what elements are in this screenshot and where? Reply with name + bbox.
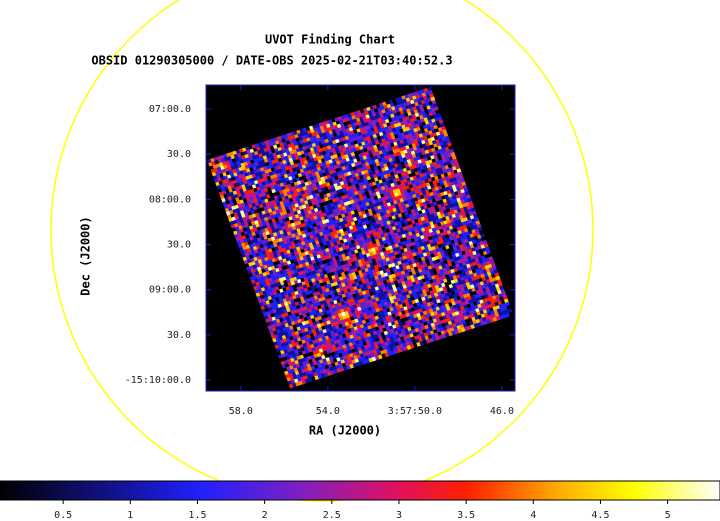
region-circle bbox=[50, 0, 594, 502]
colorbar-tick-label: 2.5 bbox=[323, 510, 341, 521]
colorbar-tick-label: 4 bbox=[530, 510, 536, 521]
chart-subtitle: OBSID 01290305000 / DATE-OBS 2025-02-21T… bbox=[91, 54, 452, 68]
y-tick-label: 09:00.0 bbox=[149, 285, 191, 296]
y-tick-label: 08:00.0 bbox=[149, 194, 191, 205]
colorbar-tick-label: 3.5 bbox=[457, 510, 475, 521]
y-tick-label: 07:00.0 bbox=[149, 104, 191, 115]
colorbar-tick-label: 1 bbox=[127, 510, 133, 521]
colorbar-tick-label: 0.5 bbox=[54, 510, 72, 521]
y-tick-label: 30.0 bbox=[167, 240, 191, 251]
colorbar-tick-label: 3 bbox=[396, 510, 402, 521]
colorbar bbox=[0, 480, 720, 501]
pixel-grid bbox=[207, 86, 514, 389]
sky-image bbox=[207, 86, 514, 389]
x-tick-label: 3:57:50.0 bbox=[388, 406, 442, 417]
x-tick-label: 54.0 bbox=[316, 406, 340, 417]
x-axis-label: RA (J2000) bbox=[309, 424, 381, 438]
colorbar-tick-label: 2 bbox=[262, 510, 268, 521]
y-tick-label: -15:10:00.0 bbox=[125, 375, 191, 386]
chart-title: UVOT Finding Chart bbox=[265, 33, 395, 47]
y-axis-label: Dec (J2000) bbox=[79, 216, 93, 295]
colorbar-tick-label: 1.5 bbox=[188, 510, 206, 521]
colorbar-tick-label: 5 bbox=[665, 510, 671, 521]
x-tick-label: 46.0 bbox=[490, 406, 514, 417]
x-tick-label: 58.0 bbox=[229, 406, 253, 417]
y-tick-label: 30.0 bbox=[167, 149, 191, 160]
colorbar-tick-label: 4.5 bbox=[591, 510, 609, 521]
y-tick-label: 30.0 bbox=[167, 330, 191, 341]
